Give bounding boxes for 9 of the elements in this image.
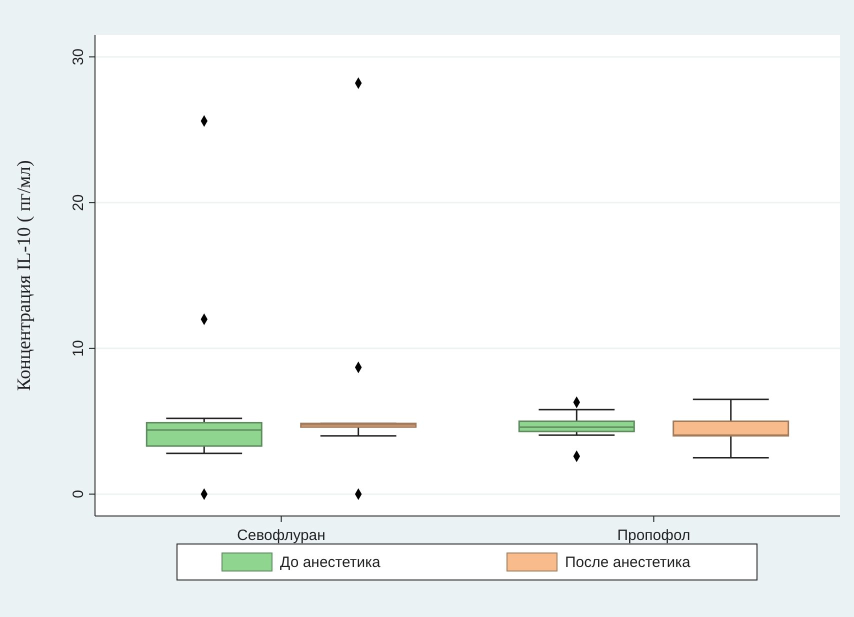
y-tick-label: 10	[70, 340, 87, 357]
y-tick-label: 20	[70, 194, 87, 211]
legend-label: До анестетика	[280, 554, 381, 571]
y-tick-label: 30	[70, 48, 87, 66]
y-axis-title: Концентрация IL-10 ( пг/мл)	[14, 160, 35, 391]
y-tick-label: 0	[70, 490, 87, 498]
legend-label: После анестетика	[565, 554, 692, 571]
x-tick-label: Пропофол	[617, 527, 690, 544]
x-tick-label: Севофлуран	[237, 527, 326, 544]
